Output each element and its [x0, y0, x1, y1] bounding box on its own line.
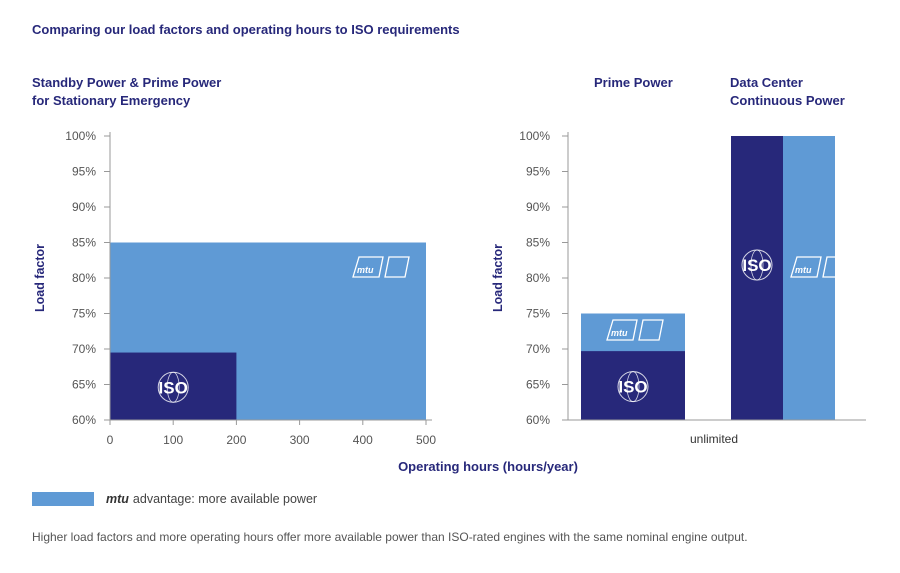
left-y-tick-label: 80% — [72, 271, 96, 285]
right-x-label-unlimited: unlimited — [690, 432, 738, 446]
bar-datacenter-mtu — [783, 136, 835, 420]
category-label-datacenter-line2: Continuous Power — [730, 93, 845, 108]
legend: mtu advantage: more available power — [32, 492, 317, 506]
iso-logo-datacenter: ISO — [741, 249, 773, 281]
right-y-tick-label: 70% — [526, 342, 550, 356]
left-y-tick-label: 60% — [72, 413, 96, 427]
left-y-tick-label: 100% — [65, 129, 96, 143]
left-y-tick-label: 70% — [72, 342, 96, 356]
left-x-tick-label: 0 — [107, 433, 114, 447]
right-y-axis-label: Load factor — [491, 244, 505, 312]
left-y-tick-label: 95% — [72, 165, 96, 179]
mtu-logo-prime: mtu — [606, 319, 664, 341]
left-chart-title-line2: for Stationary Emergency — [32, 93, 191, 108]
left-chart-title: Standby Power & Prime Power for Stationa… — [32, 74, 221, 110]
footnote: Higher load factors and more operating h… — [32, 530, 748, 544]
left-y-tick-label: 75% — [72, 307, 96, 321]
left-y-tick-label: 65% — [72, 378, 96, 392]
left-x-tick-label: 500 — [416, 433, 436, 447]
svg-text:ISO: ISO — [618, 378, 647, 397]
iso-area — [110, 352, 237, 420]
iso-logo-prime: ISO — [617, 371, 649, 403]
svg-text:mtu: mtu — [611, 328, 628, 338]
left-x-tick-label: 100 — [163, 433, 183, 447]
bar-prime-iso — [581, 351, 685, 420]
legend-swatch-mtu — [32, 492, 94, 506]
svg-text:ISO: ISO — [742, 256, 771, 275]
svg-text:mtu: mtu — [357, 265, 374, 275]
left-x-tick-label: 300 — [290, 433, 310, 447]
left-x-tick-label: 400 — [353, 433, 373, 447]
legend-label: advantage: more available power — [132, 492, 318, 506]
right-y-tick-label: 60% — [526, 413, 550, 427]
right-y-tick-label: 85% — [526, 236, 550, 250]
iso-logo-left: ISO — [157, 371, 189, 403]
mtu-logo-datacenter: mtu — [790, 256, 848, 278]
right-y-tick-label: 65% — [526, 378, 550, 392]
category-label-datacenter-line1: Data Center — [730, 75, 803, 90]
mtu-logo-left: mtu — [352, 256, 410, 278]
right-chart-category-datacenter: Data Center Continuous Power — [730, 74, 845, 110]
right-y-tick-label: 95% — [526, 165, 550, 179]
left-y-tick-label: 85% — [72, 236, 96, 250]
left-y-axis-label: Load factor — [33, 244, 47, 312]
right-y-tick-label: 75% — [526, 307, 550, 321]
right-y-tick-label: 90% — [526, 200, 550, 214]
x-axis-title: Operating hours (hours/year) — [398, 459, 578, 474]
right-y-tick-label: 100% — [519, 129, 550, 143]
bar-datacenter-iso — [731, 136, 783, 420]
left-y-tick-label: 90% — [72, 200, 96, 214]
svg-text:ISO: ISO — [159, 378, 188, 397]
svg-text:mtu: mtu — [795, 265, 812, 275]
category-label-prime-line1: Prime Power — [594, 75, 673, 90]
page-title: Comparing our load factors and operating… — [32, 22, 460, 37]
left-x-tick-label: 200 — [226, 433, 246, 447]
right-y-tick-label: 80% — [526, 271, 550, 285]
left-chart-title-line1: Standby Power & Prime Power — [32, 75, 222, 90]
legend-brand: mtu — [106, 492, 129, 506]
right-chart-category-prime: Prime Power — [594, 74, 673, 92]
